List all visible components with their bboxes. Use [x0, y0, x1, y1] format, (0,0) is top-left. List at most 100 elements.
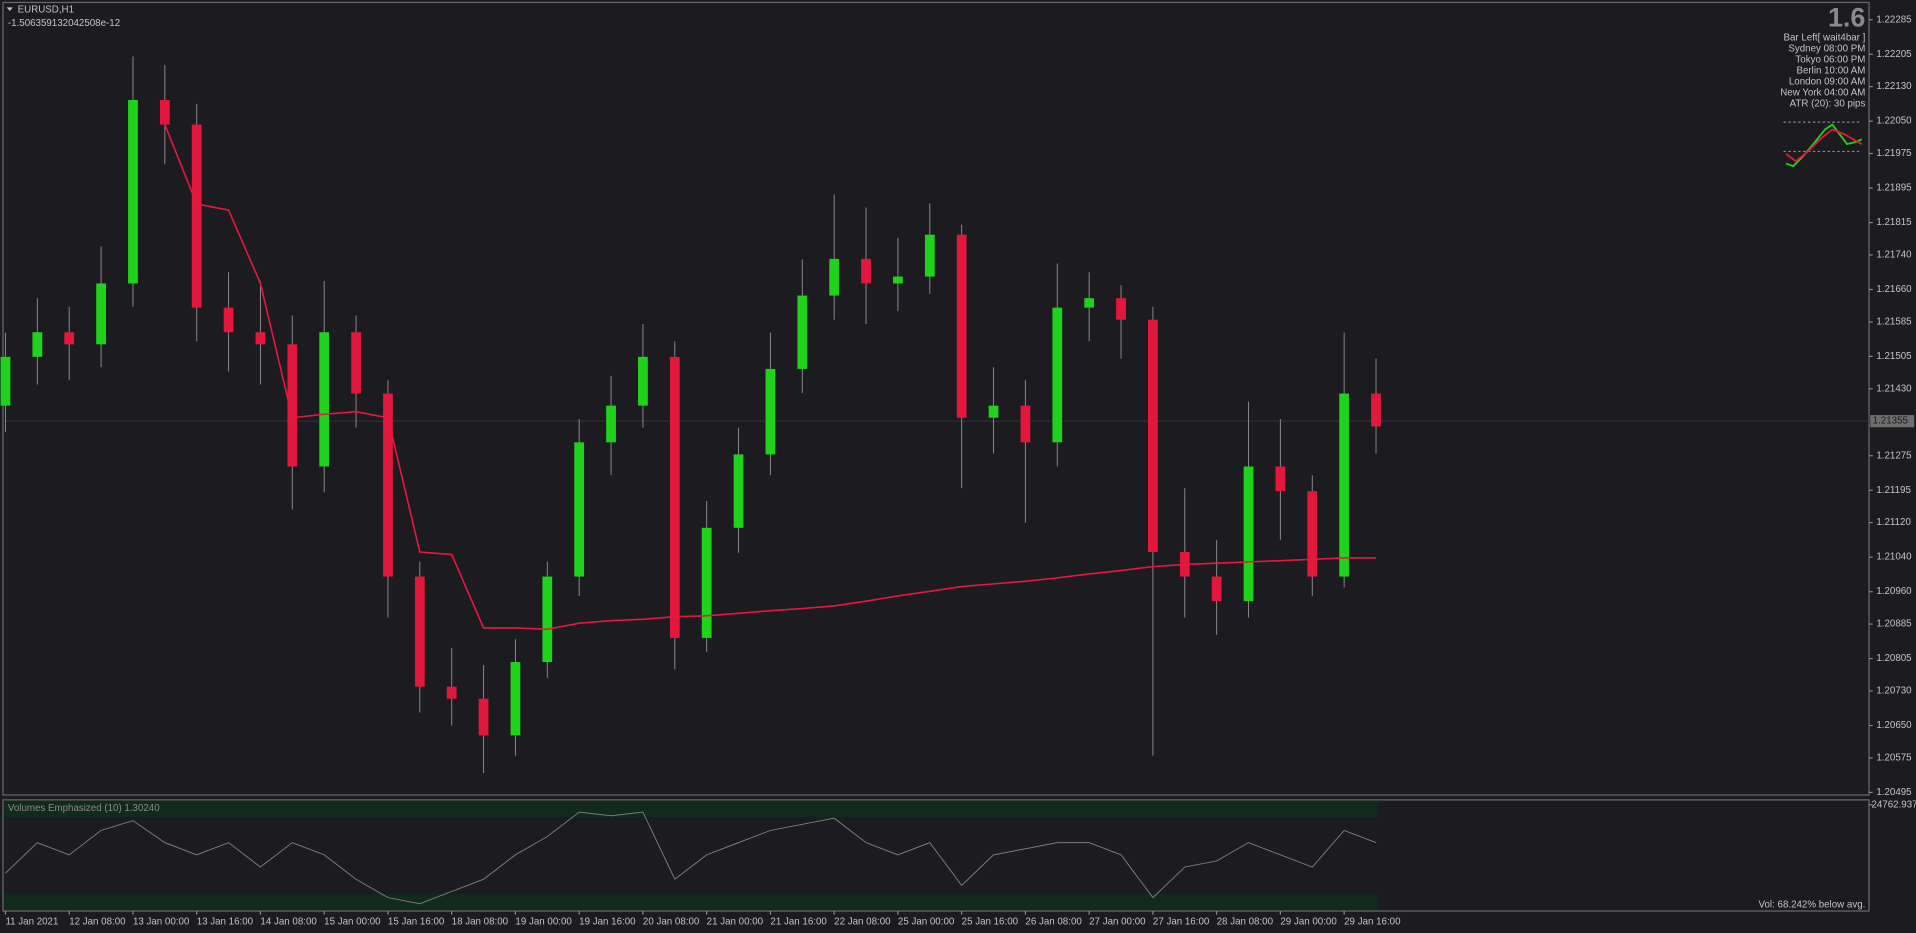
candle-body [861, 258, 871, 284]
candle-body [128, 100, 138, 284]
y-tick-label: 1.22050 [1876, 116, 1912, 127]
candle-body [414, 576, 425, 687]
x-tick-label: 15 Jan 16:00 [388, 917, 445, 928]
volume-title: Volumes Emphasized (10) 1.30240 [8, 803, 160, 814]
last-price-box [1870, 415, 1915, 428]
y-tick-label: 1.21660 [1876, 284, 1912, 295]
candle-body [893, 276, 903, 284]
y-tick-label: 1.20730 [1876, 686, 1912, 697]
candle-body [797, 295, 808, 369]
symbol-title: EURUSD,H1 [18, 4, 74, 15]
y-tick-label: 1.20575 [1876, 752, 1912, 763]
candle-body [96, 283, 106, 345]
x-tick-label: 18 Jan 08:00 [452, 917, 509, 928]
candle-body [956, 234, 967, 418]
y-tick-label: 1.21040 [1876, 552, 1912, 563]
candle-body [1052, 307, 1063, 443]
y-tick-label: 1.20495 [1876, 787, 1912, 798]
y-tick-label: 1.20960 [1876, 586, 1912, 597]
candle-body [574, 442, 585, 577]
candle-body [223, 307, 234, 333]
x-tick-label: 14 Jan 08:00 [260, 917, 317, 928]
mini-red [1785, 128, 1863, 163]
info-line: Bar Left[ wait4bar ] [1784, 32, 1866, 43]
candle-body [1148, 319, 1158, 552]
info-line: Berlin 10:00 AM [1797, 65, 1866, 76]
volume-band-top [4, 801, 1379, 817]
y-tick-label: 1.22285 [1876, 14, 1912, 25]
candle-body [510, 662, 521, 736]
y-tick-label: 1.20650 [1876, 720, 1912, 731]
candle-body [542, 576, 553, 663]
info-line: ATR (20): 30 pips [1790, 98, 1866, 109]
y-tick-label: 1.21120 [1876, 517, 1911, 528]
x-tick-label: 13 Jan 00:00 [133, 917, 190, 928]
candle-body [1275, 466, 1286, 492]
x-tick-label: 27 Jan 16:00 [1153, 917, 1210, 928]
x-tick-label: 13 Jan 16:00 [197, 917, 254, 928]
x-tick-label: 19 Jan 00:00 [515, 917, 572, 928]
candle-body [733, 454, 744, 528]
x-tick-label: 29 Jan 16:00 [1344, 917, 1401, 928]
info-line: Tokyo 06:00 PM [1795, 54, 1865, 65]
x-tick-label: 21 Jan 00:00 [707, 917, 764, 928]
y-tick-label: 1.21895 [1876, 183, 1912, 194]
x-tick-label: 19 Jan 16:00 [579, 917, 636, 928]
candle-body [638, 356, 648, 406]
x-tick-label: 11 Jan 2021 [5, 917, 58, 928]
volume-band-bottom [4, 893, 1379, 910]
menu-arrow[interactable] [6, 7, 13, 11]
candle-body [988, 405, 999, 418]
candle-body [669, 356, 680, 638]
candle-body [191, 124, 202, 308]
x-tick-label: 28 Jan 08:00 [1217, 917, 1274, 928]
volume-annotation: Vol: 68.242% below avg. [1759, 899, 1866, 910]
candle-body [606, 405, 616, 443]
x-tick-label: 25 Jan 16:00 [962, 917, 1019, 928]
x-tick-label: 27 Jan 00:00 [1089, 917, 1146, 928]
volume-panel-border [2, 799, 1870, 912]
candle-body [1020, 405, 1031, 443]
candle-body [1211, 576, 1222, 602]
overlay-line [164, 124, 1377, 631]
candle-body [1307, 491, 1318, 577]
y-tick-label: 1.21815 [1876, 217, 1912, 228]
x-tick-label: 25 Jan 00:00 [898, 917, 955, 928]
candle-body [446, 686, 457, 699]
candle-body [1371, 393, 1381, 427]
y-tick-label: 1.20805 [1876, 653, 1912, 664]
last-price-label: 1.21355 [1873, 416, 1909, 427]
mini-widget [1783, 121, 1863, 168]
y-tick-label: 1.21505 [1876, 351, 1912, 362]
candle-body [0, 356, 11, 406]
candle-body [478, 698, 489, 736]
candle-body [64, 332, 75, 345]
y-tick-label: 1.21275 [1876, 450, 1912, 461]
candle-body [924, 234, 935, 277]
x-tick-label: 26 Jan 08:00 [1025, 917, 1082, 928]
x-tick-label: 21 Jan 16:00 [770, 917, 827, 928]
info-line: London 09:00 AM [1789, 76, 1865, 87]
candle-body [1116, 298, 1126, 320]
candle-body [159, 100, 170, 125]
symbol-subtitle: -1.506359132042508e-12 [8, 18, 120, 29]
x-tick-label: 22 Jan 08:00 [834, 917, 891, 928]
candle-body [701, 527, 712, 638]
y-tick-label: 1.21585 [1876, 316, 1912, 327]
candle-body [383, 393, 393, 577]
candle-body [287, 344, 298, 467]
candle-body [351, 332, 361, 394]
info-line: Sydney 08:00 PM [1788, 43, 1865, 54]
y-tick-label: 1.21195 [1876, 485, 1911, 496]
mini-green [1785, 123, 1863, 168]
y-tick-label: 1.21975 [1876, 148, 1912, 159]
y-tick-label: 1.20885 [1876, 619, 1912, 630]
candle-body [829, 258, 840, 296]
candle-body [1243, 466, 1254, 602]
candle-body [255, 332, 266, 345]
candle-body [1084, 298, 1095, 308]
candle-body [319, 332, 330, 467]
